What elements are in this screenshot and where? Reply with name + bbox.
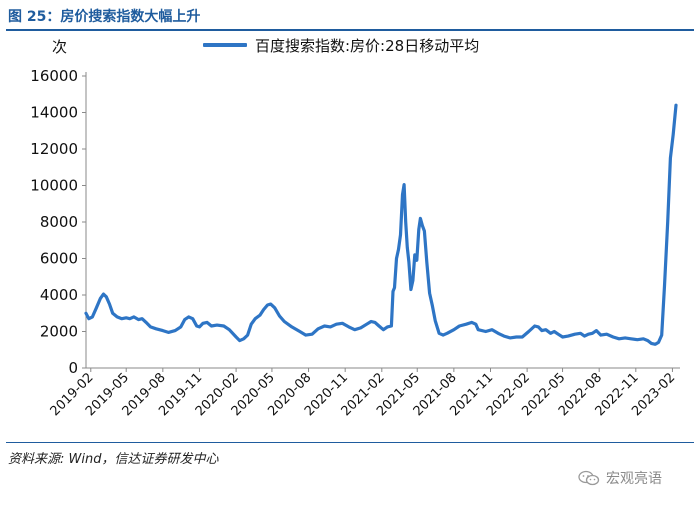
figure-title: 图 25：房价搜索指数大幅上升 (8, 9, 201, 25)
y-axis-ticks: 0 2000 4000 6000 8000 10000 12000 14000 16000 (30, 67, 86, 377)
y-tick-label: 0 (68, 359, 78, 377)
series-line (84, 103, 678, 346)
title-divider (6, 29, 694, 31)
wechat-icon (578, 470, 600, 486)
line-chart: 0 2000 4000 6000 8000 10000 12000 14000 16000 20… (30, 67, 680, 419)
y-tick-label: 2000 (40, 323, 78, 341)
watermark-text: 宏观亮语 (606, 471, 662, 487)
y-tick-label: 6000 (40, 250, 78, 268)
y-axis-unit-label: 次 (52, 38, 68, 56)
y-tick-label: 8000 (40, 213, 78, 231)
source-note: 资料来源: Wind，信达证券研发中心 (8, 452, 219, 467)
chart-axes (85, 72, 680, 369)
legend-label: 百度搜索指数:房价:28日移动平均 (255, 36, 480, 55)
x-axis-ticks: 2019-022019-052019-082019-112020-022020-… (48, 368, 678, 419)
chart-legend: 百度搜索指数:房价:28日移动平均 (203, 34, 479, 56)
y-tick-label: 16000 (30, 67, 78, 85)
y-tick-label: 4000 (40, 286, 78, 304)
y-tick-label: 14000 (30, 104, 78, 122)
y-tick-label: 12000 (30, 140, 78, 158)
series-group (84, 103, 678, 346)
y-tick-label: 10000 (30, 177, 78, 195)
bottom-divider (6, 442, 694, 443)
watermark: 宏观亮语 (578, 468, 662, 488)
legend-swatch (203, 43, 247, 47)
